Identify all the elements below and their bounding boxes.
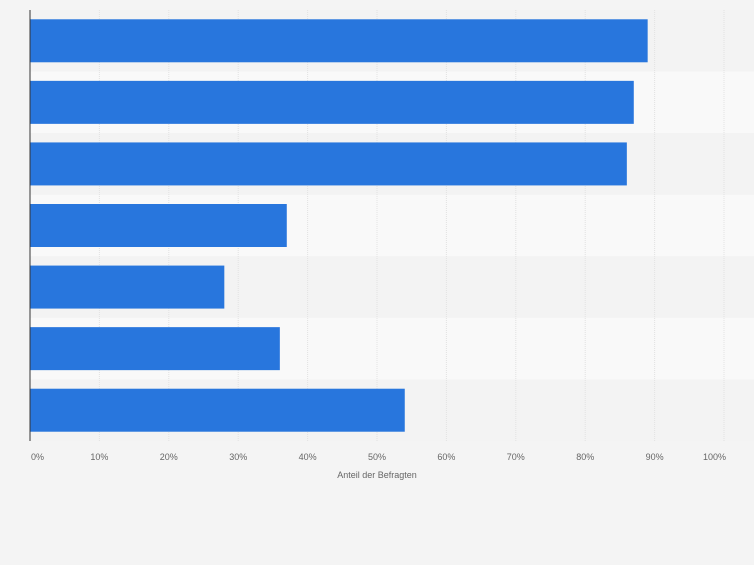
x-tick-label: 40%	[299, 452, 317, 462]
x-axis-label: Anteil der Befragten	[337, 470, 417, 480]
x-tick-label: 70%	[507, 452, 525, 462]
x-tick-labels: 0% 10% 20% 30% 40% 50% 60% 70% 80% 90% 100%	[31, 452, 726, 462]
bar	[30, 19, 648, 63]
x-tick-label: 30%	[229, 452, 247, 462]
x-tick-label: 80%	[576, 452, 594, 462]
x-tick-label: 50%	[368, 452, 386, 462]
x-tick-label: 0%	[31, 452, 44, 462]
x-tick-label: 20%	[160, 452, 178, 462]
x-tick-label: 10%	[90, 452, 108, 462]
bar	[30, 204, 287, 247]
bars	[30, 19, 648, 432]
bar	[30, 388, 405, 432]
bar	[30, 327, 280, 371]
bar	[30, 80, 634, 124]
x-tick-label: 100%	[703, 452, 726, 462]
x-tick-label: 60%	[437, 452, 455, 462]
x-tick-label: 90%	[646, 452, 664, 462]
bar	[30, 265, 225, 309]
bar	[30, 142, 627, 186]
